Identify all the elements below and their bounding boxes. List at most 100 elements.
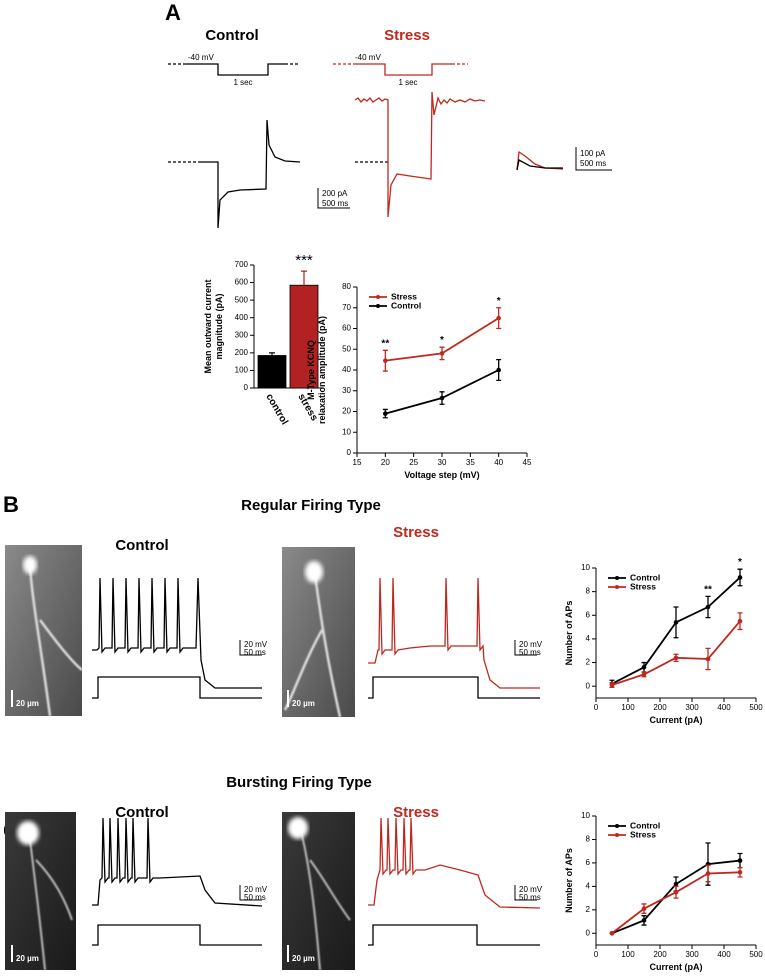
point — [641, 672, 647, 677]
x-tick-label: 20 — [381, 458, 390, 467]
y-tick-label: 4 — [586, 634, 591, 643]
x-tick-label: 30 — [438, 458, 447, 467]
y-axis-label: Number of APs — [564, 848, 574, 913]
error-bar — [301, 270, 307, 286]
y-tick-label: 10 — [581, 811, 590, 820]
scale-label: 20 mV — [244, 640, 268, 649]
point — [673, 655, 679, 661]
point — [609, 682, 615, 688]
legend-swatch — [615, 585, 619, 589]
scale-label: 50 ms — [519, 893, 541, 902]
y-tick-label: 30 — [342, 386, 351, 395]
x-tick-label: 100 — [621, 703, 635, 712]
scale-label: 500 ms — [580, 159, 606, 168]
point — [641, 906, 647, 911]
y-tick-label: 400 — [235, 313, 249, 322]
trace — [198, 119, 301, 229]
scale-label: 20 mV — [519, 640, 543, 649]
scale-label: 20 µm — [292, 954, 315, 963]
stimulus — [368, 676, 540, 699]
point — [439, 395, 445, 401]
x-tick-label: 0 — [594, 950, 599, 959]
scale-label: 500 ms — [322, 199, 348, 208]
y-tick-label: 300 — [235, 330, 249, 339]
y-tick-label: 100 — [235, 366, 249, 375]
point — [496, 367, 501, 373]
x-tick-label: 400 — [717, 950, 731, 959]
x-tick-label: 35 — [466, 458, 475, 467]
panel-header: Stress — [393, 804, 439, 821]
y-axis-label: Mean outward current — [203, 279, 213, 373]
trace — [92, 577, 262, 689]
protocol — [185, 63, 285, 76]
micrograph — [282, 547, 355, 718]
x-tick-label: 300 — [685, 950, 699, 959]
legend-label: Stress — [630, 581, 656, 591]
annotation: ** — [381, 338, 389, 349]
scale-label: 50 ms — [519, 648, 541, 657]
point — [705, 656, 711, 662]
legend-swatch — [376, 304, 380, 308]
x-tick-label: 300 — [685, 703, 699, 712]
x-tick-label: 25 — [409, 458, 418, 467]
x-tick-label: 500 — [749, 950, 763, 959]
y-tick-label: 0 — [586, 928, 591, 937]
y-tick-label: 0 — [586, 681, 591, 690]
bar — [289, 284, 319, 389]
scale-bar — [514, 640, 537, 656]
panel-header: Control — [115, 537, 168, 554]
y-tick-label: 80 — [342, 282, 351, 291]
y-tick-label: 40 — [342, 365, 351, 374]
y-axis-label: Number of APs — [564, 601, 574, 666]
y-tick-label: 700 — [235, 260, 249, 269]
legend-swatch — [615, 824, 619, 828]
panel-label: B — [3, 492, 19, 517]
protocol-label: 1 sec — [398, 78, 417, 87]
point — [641, 918, 647, 923]
panel-label: A — [165, 0, 181, 25]
scale-label: 20 mV — [244, 885, 268, 894]
annotation: ** — [704, 584, 712, 595]
legend-swatch — [615, 576, 619, 580]
panel-header: Stress — [393, 524, 439, 541]
x-tick-label: 15 — [353, 458, 362, 467]
error-bar — [269, 352, 275, 356]
trace — [368, 577, 540, 689]
y-axis-label: relaxation amplitude (pA) — [317, 316, 327, 424]
y-tick-label: 200 — [235, 348, 249, 357]
y-axis-label: magnitude (pA) — [214, 294, 224, 360]
y-tick-label: 2 — [586, 658, 591, 667]
scale-label: 20 mV — [519, 885, 543, 894]
y-tick-label: 4 — [586, 881, 591, 890]
scale-label: 200 pA — [322, 189, 348, 198]
protocol-label: -40 mV — [188, 53, 214, 62]
scale-bar — [317, 188, 350, 209]
y-tick-label: 60 — [342, 324, 351, 333]
y-tick-label: 0 — [347, 448, 352, 457]
scale-label: 20 µm — [292, 699, 315, 708]
scale-bar — [239, 885, 262, 901]
scale-label: 100 pA — [580, 149, 606, 158]
protocol — [353, 63, 452, 76]
annotation: * — [738, 557, 742, 568]
point — [383, 358, 388, 363]
panel-header: Stress — [384, 27, 430, 44]
x-axis-label: Voltage step (mV) — [404, 470, 479, 480]
micrograph — [282, 812, 355, 971]
x-tick-label: 45 — [523, 458, 532, 467]
legend-label: Control — [630, 820, 660, 830]
point — [673, 620, 679, 625]
x-tick-label: 400 — [717, 703, 731, 712]
legend-label: Stress — [630, 829, 656, 839]
trace — [92, 817, 263, 907]
section-title: Bursting Firing Type — [226, 774, 372, 791]
micrograph — [5, 545, 83, 717]
y-tick-label: 70 — [342, 303, 351, 312]
y-tick-label: 6 — [586, 858, 591, 867]
x-tick-label: 100 — [621, 950, 635, 959]
scale-label: 50 ms — [244, 893, 266, 902]
stimulus — [92, 924, 262, 946]
x-tick-label: 500 — [749, 703, 763, 712]
x-axis-label: Current (pA) — [650, 962, 703, 972]
